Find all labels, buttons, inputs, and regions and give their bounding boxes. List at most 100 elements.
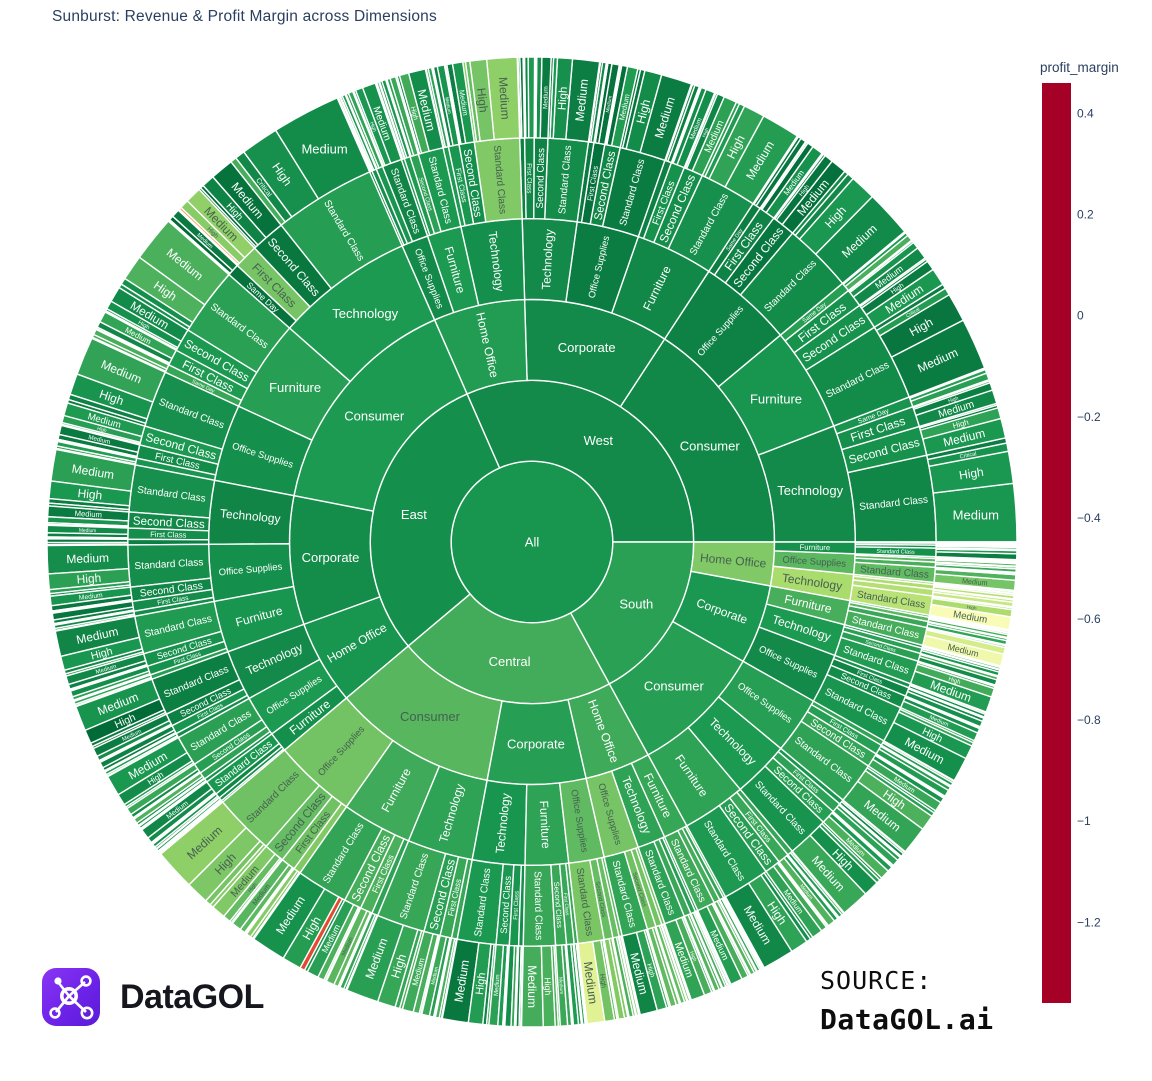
colorbar-tick-label: −0.4 (1077, 511, 1101, 525)
colorbar-tick-label: −1.2 (1077, 915, 1101, 929)
slice-label: Critical (959, 451, 977, 460)
colorbar-gradient (1042, 83, 1071, 1003)
slice-label: Medium (525, 965, 539, 1008)
slice-label: High (368, 121, 377, 133)
slice-label: High (474, 972, 489, 996)
slice-label: Consumer (344, 408, 405, 423)
slice-label: All (525, 535, 540, 550)
slice-label: High (645, 963, 656, 979)
colorbar-title: profit_margin (1040, 60, 1119, 75)
slice-label: High (688, 951, 697, 963)
slice-label: High (958, 465, 985, 483)
slice-label: Medium (542, 86, 550, 109)
colorbar-tick-label: 0.4 (1077, 107, 1094, 121)
slice-label: Medium (557, 977, 564, 994)
slice-label: Medium (962, 576, 988, 587)
colorbar-tick-label: −0.2 (1077, 410, 1101, 424)
slice-label: High (557, 86, 571, 110)
colorbar-ticks: 0.4 0.2 0 −0.2 −0.4 −0.6 −0.8 −1 −1.2 (1077, 107, 1101, 930)
slice-label: Office Supplies (782, 554, 847, 569)
datagol-logo-badge (42, 968, 100, 1026)
slice-label: West (584, 433, 614, 448)
slice-label: High (967, 604, 978, 610)
slice-label: Technology (219, 506, 281, 526)
slice-label: First Class (562, 893, 570, 917)
slice-label: First Class (150, 530, 187, 540)
slice-label: Home Office (699, 551, 767, 571)
slice-label: Furniture (750, 391, 802, 406)
sunburst-slices (46, 56, 1018, 1028)
slice-label: Standard Class (532, 871, 544, 940)
slice-label: High (247, 882, 258, 894)
slice-label: Medium (74, 509, 102, 520)
network-nodes-icon (49, 975, 94, 1020)
slice-label: Medium (79, 592, 104, 602)
slice-label: Technology (332, 306, 398, 321)
slice-label: Medium (430, 966, 440, 985)
colorbar-tick-label: 0.2 (1077, 208, 1094, 222)
slice-label: High (90, 645, 114, 662)
slice-south--home-office--furniture--same-day[interactable] (854, 541, 937, 544)
slice-label: Medium (493, 974, 502, 996)
slice-label: High (77, 486, 103, 503)
slice-label: High (137, 320, 151, 331)
slice-label: High (947, 676, 961, 686)
slice-label: High (598, 973, 607, 988)
slice-label: High (97, 426, 108, 433)
slice-label: Furniture (537, 800, 553, 849)
slice-label: First Class (525, 163, 532, 193)
slice-label: Medium (71, 462, 115, 483)
datagol-logo-text: DataGOL (120, 977, 264, 1016)
slice-label: Technology (493, 793, 513, 855)
slice-label: Second Class (535, 148, 547, 209)
slice-label: Medium (452, 959, 473, 1003)
slice-label: Medium (444, 97, 452, 114)
slice-label: Medium (66, 551, 109, 567)
slice-label: High (409, 106, 419, 121)
colorbar: profit_margin 0.4 0.2 0 −0.2 −0.4 −0.6 −0.8 −1 −… (1040, 60, 1119, 1003)
slice-label: Furniture (800, 543, 831, 553)
source-label: SOURCE: (820, 966, 933, 995)
slice-label: High (952, 418, 970, 431)
slice-label: High (76, 571, 102, 587)
slice-label: Central (489, 654, 531, 669)
source-name: DataGOL.ai (820, 1003, 994, 1036)
slice-label: High (474, 87, 491, 113)
slice-label: High (701, 127, 710, 138)
slice-label: Second Class (132, 514, 205, 531)
slice-label: Medium (79, 528, 97, 534)
slice-label: High (947, 395, 959, 404)
slice-label: Medium (457, 89, 470, 116)
slice-label: Technology (777, 483, 843, 498)
slice-label: High (634, 98, 654, 125)
chart-title: Sunburst: Revenue & Profit Margin across… (52, 8, 437, 25)
slice-label: South (619, 596, 653, 611)
slice-label: Technology (539, 229, 556, 290)
datagol-logo: DataGOL (42, 968, 264, 1026)
slice-label: Medium (605, 95, 614, 113)
slice-label: Medium (581, 961, 601, 1005)
source-attribution: SOURCE: DataGOL.ai (820, 966, 994, 1036)
slice-label: Standard Class (134, 557, 204, 572)
slice-label: Medium (301, 141, 347, 156)
colorbar-tick-label: −1 (1077, 814, 1091, 828)
slice-label: High (543, 977, 554, 995)
colorbar-tick-label: −0.8 (1077, 713, 1101, 727)
slice-label: East (401, 507, 427, 522)
slice-label: Medium (953, 508, 999, 523)
slice-label: Second Class (552, 881, 564, 928)
slice-label: Corporate (558, 340, 616, 355)
slice-label: Corporate (302, 550, 360, 565)
colorbar-tick-label: −0.6 (1077, 612, 1101, 626)
slice-label: First Class (512, 891, 520, 920)
slice-label: Medium (496, 77, 513, 120)
slice-label: Consumer (644, 679, 705, 694)
slice-label: Corporate (507, 737, 565, 752)
slice-label: Consumer (400, 709, 461, 724)
slice-label: Consumer (680, 438, 741, 453)
slice-label: Medium (572, 78, 591, 122)
slice-label: Standard Class (876, 549, 915, 556)
slice-label: Medium (95, 664, 117, 676)
